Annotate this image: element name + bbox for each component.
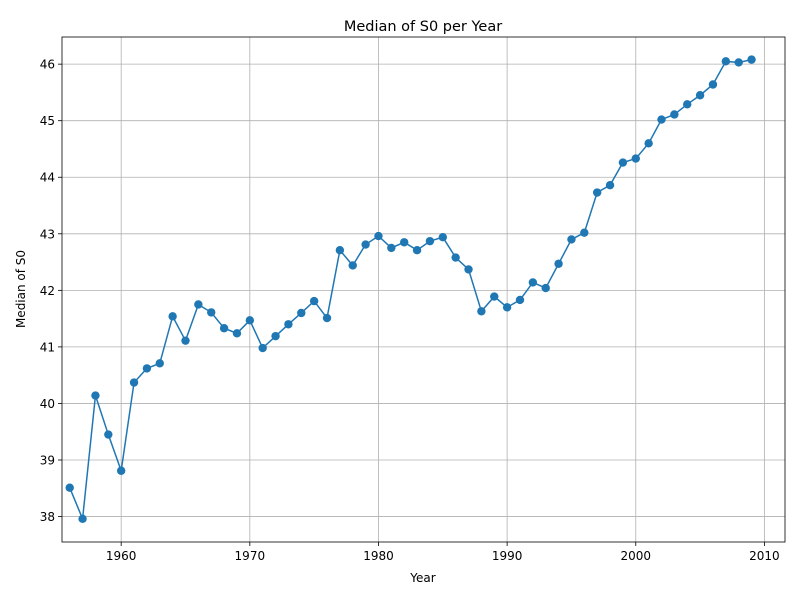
y-tick-label: 40 [40,397,55,411]
data-point [168,312,177,321]
data-point [695,91,705,100]
data-point [194,300,203,309]
data-point [400,238,409,247]
data-point [232,329,242,338]
series-layer [65,55,756,524]
plot-frame [61,36,786,543]
data-point [142,364,152,373]
data-point [78,514,87,524]
data-point [219,324,229,333]
data-point [348,261,357,270]
data-point [155,359,164,368]
y-axis-ticks: 38 39 40 41 42 43 44 45 46 [40,58,62,524]
x-tick-label: 2000 [620,549,651,563]
data-point [528,278,538,287]
y-axis-label: Median of S0 [14,250,28,328]
data-point [670,110,679,119]
x-axis-label: Year [409,571,435,585]
data-point [490,292,499,301]
data-point [387,243,396,253]
data-point [284,320,293,329]
data-point [258,343,267,353]
y-tick-label: 46 [40,58,55,72]
x-tick-label: 1990 [492,549,523,563]
data-point [451,253,460,262]
data-point [747,55,756,64]
chart-title: Median of S0 per Year [344,19,502,35]
y-tick-label: 39 [40,454,55,468]
data-point [618,158,628,167]
data-point [181,336,190,345]
y-tick-label: 43 [40,227,55,241]
data-point [374,231,383,241]
data-point [207,308,216,317]
y-tick-label: 44 [40,171,55,185]
data-point [554,259,563,268]
data-point [129,378,139,387]
data-point [361,240,370,249]
data-point [425,236,435,246]
data-point [515,295,525,305]
data-point [580,228,589,237]
y-tick-label: 41 [40,340,55,354]
data-point [477,307,486,316]
data-point [644,139,653,148]
data-point [592,188,602,197]
data-point [438,232,447,242]
data-point [335,245,345,255]
data-point [65,483,74,492]
y-tick-label: 42 [40,284,55,298]
data-point [734,58,743,67]
data-point [631,154,640,163]
x-tick-label: 2010 [749,549,780,563]
y-tick-label: 38 [40,510,55,524]
data-point [541,283,550,293]
data-point [91,391,100,400]
x-axis-ticks: 1960 1970 1980 1990 2000 2010 [106,542,780,563]
y-tick-label: 45 [40,114,55,128]
data-point [271,331,280,341]
x-tick-label: 1960 [106,549,137,563]
data-point [721,57,731,66]
data-point [708,80,718,89]
data-point [464,265,473,274]
data-point [567,235,576,244]
data-point [297,308,306,318]
data-point [683,100,692,109]
data-point [502,303,512,312]
data-point [657,115,666,124]
data-point [412,245,422,255]
data-point [245,316,255,325]
x-tick-label: 1970 [235,549,266,563]
data-point [309,296,319,306]
data-point [605,180,615,190]
data-point [116,466,126,475]
data-point [104,430,113,439]
x-tick-label: 1980 [363,549,394,563]
data-point [322,313,332,323]
